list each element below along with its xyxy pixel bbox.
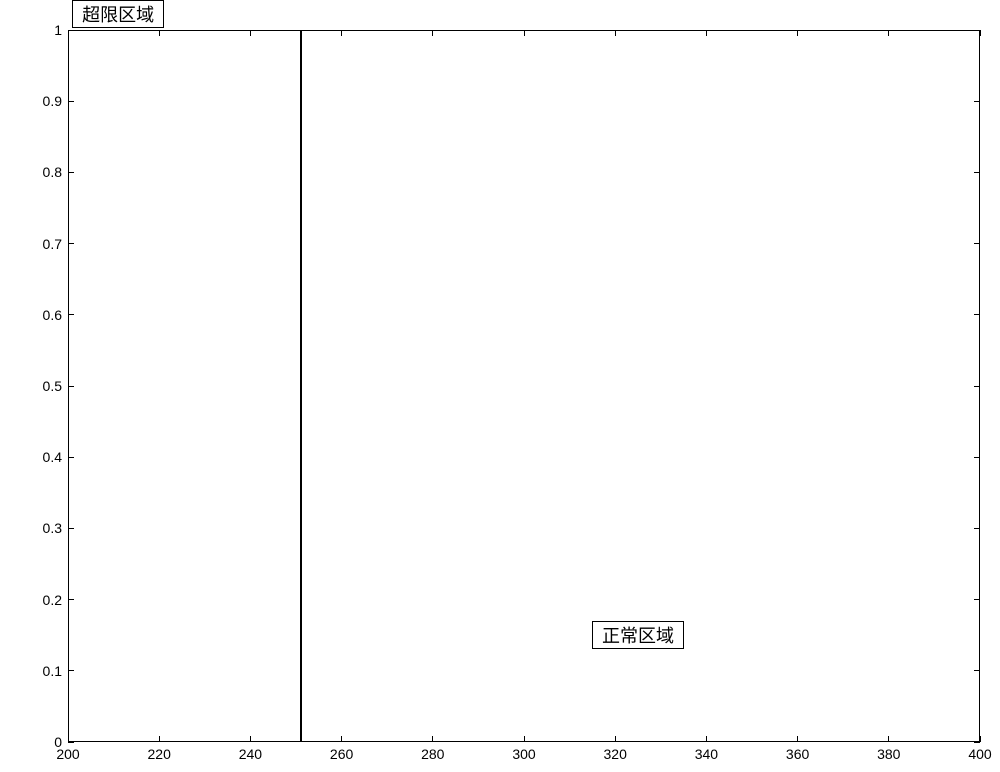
x-tick-label: 360 xyxy=(778,746,818,762)
x-tick-label: 260 xyxy=(322,746,362,762)
y-tick xyxy=(68,101,74,102)
x-tick-label: 280 xyxy=(413,746,453,762)
y-tick-right xyxy=(974,386,980,387)
x-tick xyxy=(341,736,342,742)
x-tick-label: 320 xyxy=(595,746,635,762)
y-tick xyxy=(68,528,74,529)
x-tick-label: 380 xyxy=(869,746,909,762)
x-tick xyxy=(159,736,160,742)
x-tick xyxy=(250,736,251,742)
x-tick-top xyxy=(797,30,798,36)
threshold-line xyxy=(300,30,302,742)
x-tick xyxy=(432,736,433,742)
annotation-normal-region: 正常区域 xyxy=(592,621,684,649)
y-tick-label: 1 xyxy=(54,22,62,38)
x-tick-label: 300 xyxy=(504,746,544,762)
y-tick-label: 0.5 xyxy=(43,378,62,394)
annotation-normal-region-text: 正常区域 xyxy=(602,622,674,648)
y-tick xyxy=(68,457,74,458)
x-tick-top xyxy=(159,30,160,36)
x-tick xyxy=(888,736,889,742)
y-tick-right xyxy=(974,742,980,743)
x-tick xyxy=(706,736,707,742)
chart-canvas: 200220240260280300320340360380400 00.10.… xyxy=(0,0,1000,772)
x-tick xyxy=(524,736,525,742)
y-tick-label: 0.3 xyxy=(43,520,62,536)
y-tick xyxy=(68,386,74,387)
y-tick-label: 0.4 xyxy=(43,449,62,465)
y-tick xyxy=(68,742,74,743)
y-tick-label: 0.7 xyxy=(43,236,62,252)
x-tick-label: 220 xyxy=(139,746,179,762)
y-tick-right xyxy=(974,314,980,315)
y-tick xyxy=(68,314,74,315)
x-tick-label: 340 xyxy=(686,746,726,762)
x-tick-top xyxy=(615,30,616,36)
y-tick-label: 0.9 xyxy=(43,93,62,109)
y-tick xyxy=(68,670,74,671)
annotation-exceed-region: 超限区域 xyxy=(72,0,164,28)
y-tick-label: 0.8 xyxy=(43,164,62,180)
x-tick-top xyxy=(68,30,69,36)
y-tick-label: 0.2 xyxy=(43,592,62,608)
y-tick-right xyxy=(974,172,980,173)
x-tick-top xyxy=(888,30,889,36)
x-tick-label: 400 xyxy=(960,746,1000,762)
x-tick-top xyxy=(524,30,525,36)
x-tick xyxy=(797,736,798,742)
plot-area xyxy=(68,30,980,742)
x-tick-top xyxy=(432,30,433,36)
y-tick-right xyxy=(974,670,980,671)
y-tick-label: 0.6 xyxy=(43,307,62,323)
annotation-exceed-region-text: 超限区域 xyxy=(82,1,154,27)
y-tick-right xyxy=(974,101,980,102)
y-tick-label: 0 xyxy=(54,734,62,750)
x-tick-top xyxy=(980,30,981,36)
y-tick-right xyxy=(974,30,980,31)
x-tick-top xyxy=(706,30,707,36)
x-tick-top xyxy=(341,30,342,36)
y-tick xyxy=(68,172,74,173)
y-tick xyxy=(68,30,74,31)
x-tick xyxy=(615,736,616,742)
x-tick-top xyxy=(250,30,251,36)
y-tick-right xyxy=(974,457,980,458)
y-tick-label: 0.1 xyxy=(43,663,62,679)
y-tick xyxy=(68,243,74,244)
y-tick-right xyxy=(974,528,980,529)
y-tick xyxy=(68,599,74,600)
x-tick-label: 240 xyxy=(230,746,270,762)
y-tick-right xyxy=(974,243,980,244)
y-tick-right xyxy=(974,599,980,600)
